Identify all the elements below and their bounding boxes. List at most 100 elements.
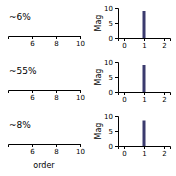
tick-mark: [56, 144, 57, 147]
tick-label: 0: [109, 143, 113, 151]
tick-mark: [80, 144, 81, 147]
tick-mark: [115, 62, 118, 63]
bar: [143, 121, 146, 147]
tick: 1: [142, 146, 146, 158]
x-axis: 6 8 10: [9, 144, 85, 156]
tick: 6: [30, 36, 35, 48]
bars: [143, 11, 146, 38]
tick-mark: [115, 77, 118, 78]
tick: 10: [76, 36, 85, 48]
tick: 6: [30, 144, 35, 156]
axis-line: [115, 9, 119, 39]
tick-label: 0: [109, 89, 113, 97]
tick-mark: [144, 38, 145, 41]
x-axis: 0 1 2: [119, 38, 171, 50]
tick: 8: [54, 90, 58, 102]
x-axis: 0 1 2: [119, 146, 171, 158]
y-axis-label: Mag: [94, 123, 103, 140]
tick: 10: [104, 59, 118, 67]
tick-label: 0: [122, 150, 126, 158]
tick-label: 1: [142, 96, 146, 104]
tick-mark: [115, 116, 118, 117]
tick: 0: [109, 143, 118, 151]
axis-line: [9, 37, 81, 40]
tick-mark: [124, 92, 125, 95]
tick-mark: [164, 38, 165, 41]
tick-mark: [32, 90, 33, 93]
axis-line: [119, 39, 171, 42]
x-axis: 6 8 10: [9, 36, 85, 48]
tick-label: 2: [162, 96, 166, 104]
bar: [143, 11, 146, 38]
tick-label: 0: [109, 35, 113, 43]
tick-mark: [56, 90, 57, 93]
axis-line: [115, 63, 119, 93]
axis-panel: 6 8 10 ~55%: [9, 66, 85, 102]
tick-label: 5: [109, 74, 113, 82]
tick: 0: [122, 92, 126, 104]
x-axis: 0 1 2: [119, 92, 171, 104]
axis-line: [115, 117, 119, 147]
tick: 5: [109, 20, 118, 28]
tick-mark: [164, 92, 165, 95]
tick: 0: [122, 38, 126, 50]
tick: 0: [109, 89, 118, 97]
tick-mark: [115, 92, 118, 93]
tick-mark: [115, 131, 118, 132]
tick-label: 2: [162, 42, 166, 50]
tick-mark: [124, 146, 125, 149]
axis-panel: 6810~8%order: [9, 120, 85, 170]
tick-mark: [80, 36, 81, 39]
tick-label: 6: [30, 148, 35, 156]
tick-label: 8: [54, 40, 58, 48]
tick-label: 10: [76, 40, 85, 48]
tick: 10: [104, 5, 118, 13]
y-axis-label: Mag: [94, 69, 103, 86]
tick-label: 8: [54, 148, 58, 156]
tick-label: 5: [109, 128, 113, 136]
bars: [143, 121, 146, 147]
tick-mark: [164, 146, 165, 149]
axis-line: [119, 147, 171, 150]
tick: 10: [76, 90, 85, 102]
axis-panel: 6 8 10 ~6%: [9, 12, 85, 48]
panel-label: ~6%: [9, 12, 31, 22]
y-axis: 0 5 10: [104, 5, 118, 43]
tick-label: 0: [122, 42, 126, 50]
tick: 10: [104, 113, 118, 121]
tick-label: 5: [109, 20, 113, 28]
tick-label: 1: [142, 42, 146, 50]
bar-panel: 0 1 2 0 5 10Mag: [94, 113, 171, 158]
tick: 8: [54, 144, 58, 156]
panel-label: ~8%: [9, 120, 31, 130]
tick-label: 10: [76, 148, 85, 156]
panel-label: ~55%: [9, 66, 37, 76]
tick: 1: [142, 38, 146, 50]
tick: 10: [76, 144, 85, 156]
tick-label: 10: [104, 5, 113, 13]
tick-mark: [144, 146, 145, 149]
tick: 2: [162, 146, 166, 158]
tick-label: 6: [30, 94, 35, 102]
tick-mark: [32, 36, 33, 39]
tick: 6: [30, 90, 35, 102]
tick: 1: [142, 92, 146, 104]
y-axis: 0 5 10: [104, 59, 118, 97]
tick: 0: [122, 146, 126, 158]
bar: [143, 65, 146, 92]
tick-mark: [144, 92, 145, 95]
x-axis: 6 8 10: [9, 90, 85, 102]
figure: 6810~6%0120510Mag6810~55%0120510Mag6810~…: [0, 0, 176, 176]
tick: 8: [54, 36, 58, 48]
tick: 5: [109, 128, 118, 136]
bar-panel: 0 1 2 0 5 10Mag: [94, 59, 171, 104]
y-axis-label: Mag: [94, 15, 103, 32]
tick-mark: [115, 146, 118, 147]
axis-line: [9, 145, 81, 148]
tick: 2: [162, 38, 166, 50]
tick-mark: [124, 38, 125, 41]
axis-line: [119, 93, 171, 96]
tick-label: 2: [162, 150, 166, 158]
tick-label: 10: [76, 94, 85, 102]
tick-mark: [115, 38, 118, 39]
